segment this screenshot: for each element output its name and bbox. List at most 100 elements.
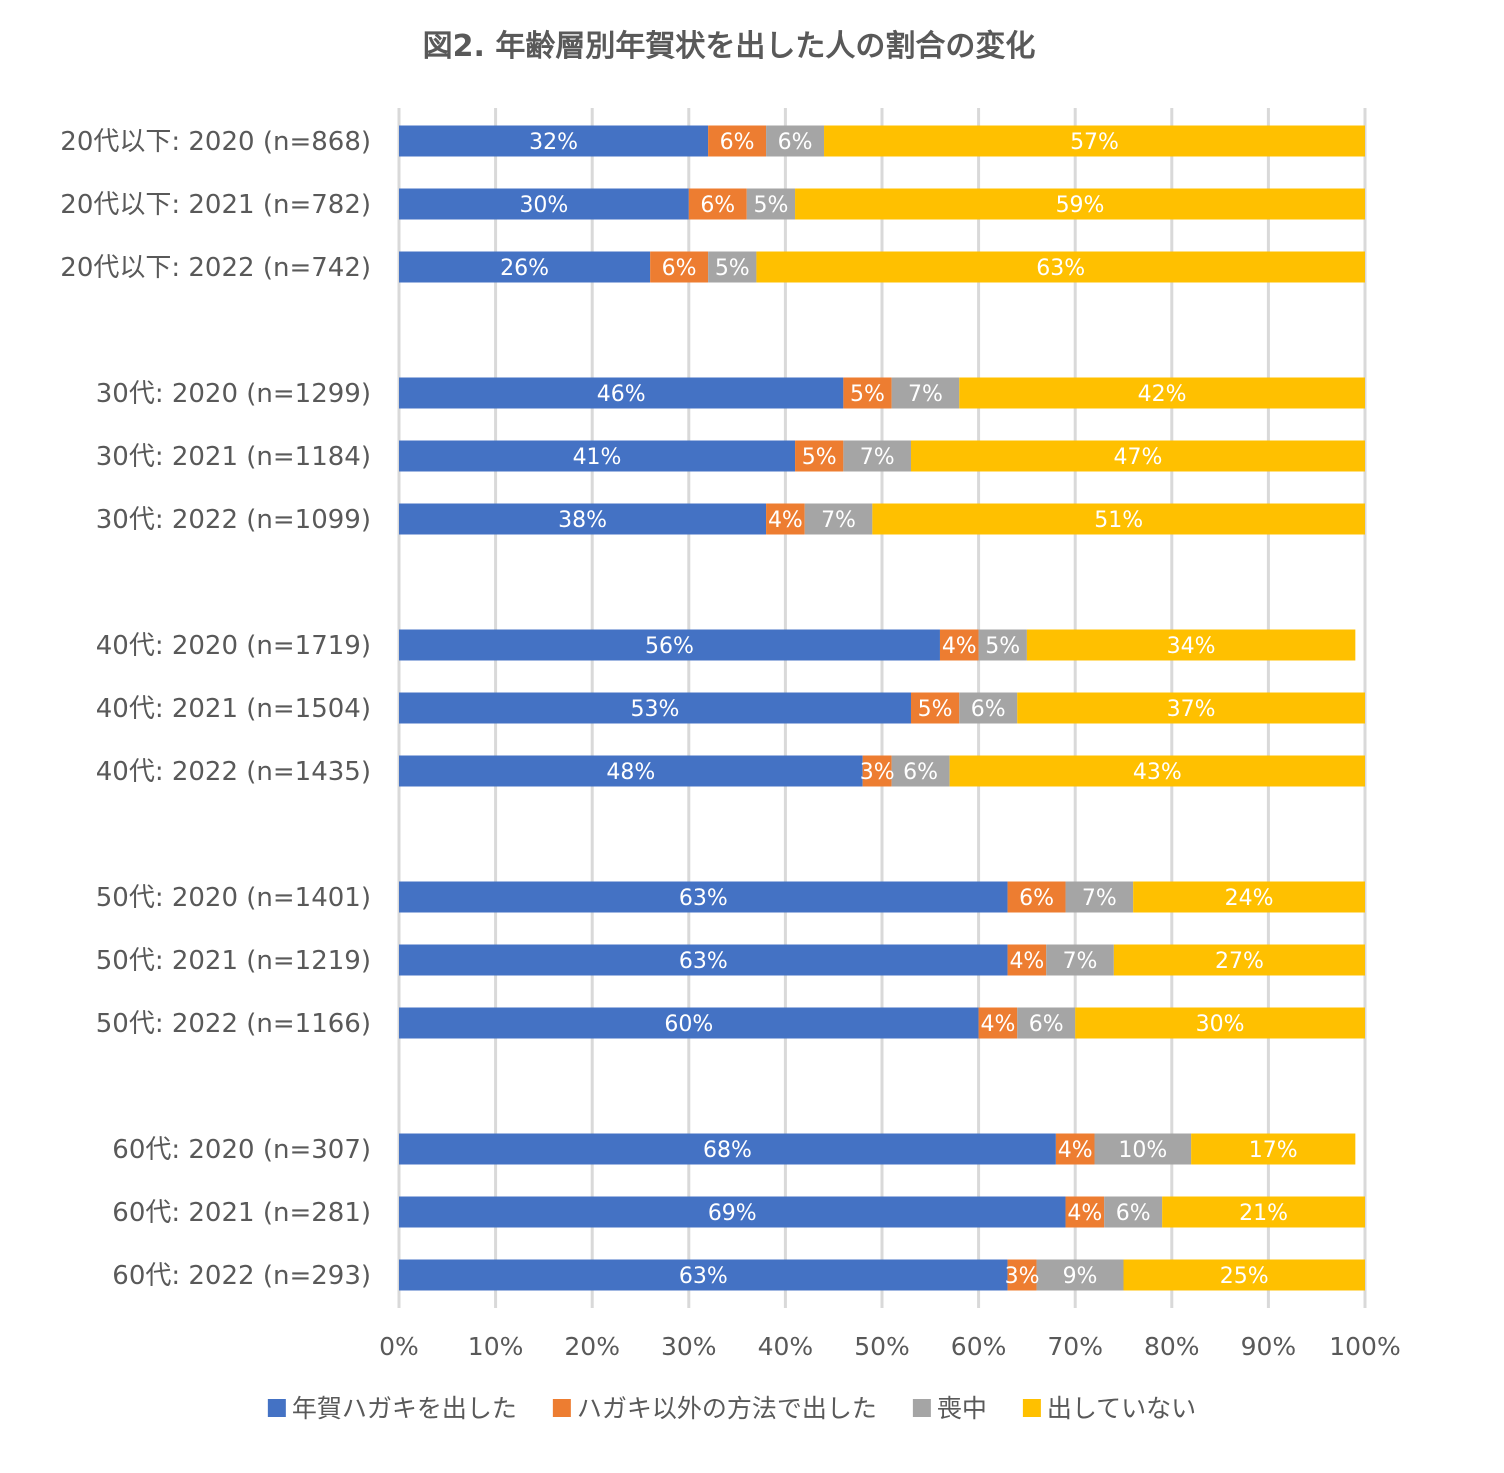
legend-label: 喪中 bbox=[937, 1394, 987, 1423]
bar-segment bbox=[399, 692, 911, 724]
legend-swatch bbox=[1022, 1399, 1041, 1417]
x-tick-label: 70% bbox=[1047, 1332, 1103, 1361]
bar-segment bbox=[650, 251, 709, 283]
x-tick-label: 80% bbox=[1144, 1332, 1200, 1361]
data-label: 4% bbox=[768, 508, 803, 533]
data-label: 10% bbox=[1118, 1138, 1167, 1163]
data-label: 6% bbox=[778, 130, 813, 155]
bar-segment bbox=[399, 188, 689, 220]
bar-segment bbox=[399, 1007, 979, 1039]
bar-segment bbox=[891, 377, 960, 409]
data-label: 4% bbox=[1058, 1138, 1093, 1163]
category-label: 20代以下: 2020 (n=868) bbox=[60, 127, 371, 157]
data-label: 21% bbox=[1239, 1201, 1288, 1226]
bar-segment bbox=[399, 1196, 1066, 1228]
x-tick-label: 100% bbox=[1329, 1332, 1400, 1361]
data-label: 6% bbox=[662, 256, 697, 281]
data-label: 6% bbox=[1116, 1201, 1151, 1226]
bar-segment bbox=[756, 251, 1365, 283]
data-label: 6% bbox=[700, 193, 735, 218]
bar-segment bbox=[795, 188, 1365, 220]
category-label: 40代: 2020 (n=1719) bbox=[96, 631, 371, 661]
bar-segment bbox=[708, 125, 767, 157]
x-tick-label: 10% bbox=[468, 1332, 524, 1361]
data-label: 56% bbox=[645, 634, 694, 659]
data-label: 69% bbox=[708, 1201, 757, 1226]
data-label: 7% bbox=[821, 508, 856, 533]
legend-item: 喪中 bbox=[912, 1394, 987, 1423]
bar-segment bbox=[1162, 1196, 1365, 1228]
data-label: 6% bbox=[971, 697, 1006, 722]
data-label: 6% bbox=[903, 760, 938, 785]
bar-segment bbox=[891, 755, 950, 787]
data-label: 7% bbox=[1063, 949, 1098, 974]
data-label: 4% bbox=[1067, 1201, 1102, 1226]
data-label: 46% bbox=[597, 382, 646, 407]
data-label: 48% bbox=[606, 760, 655, 785]
data-label: 32% bbox=[529, 130, 578, 155]
data-label: 60% bbox=[664, 1012, 713, 1037]
data-label: 51% bbox=[1094, 508, 1143, 533]
data-label: 37% bbox=[1167, 697, 1216, 722]
bar-segment bbox=[1007, 881, 1066, 913]
x-axis-tick-labels: 0% 10% 20% 30% 40% 50% 60% 70% 80% 90% 100% bbox=[379, 1332, 1401, 1361]
data-label: 5% bbox=[850, 382, 885, 407]
data-label: 47% bbox=[1114, 445, 1163, 470]
bar-segment bbox=[978, 1007, 1018, 1039]
bar-segment bbox=[399, 1259, 1008, 1291]
x-tick-label: 30% bbox=[661, 1332, 717, 1361]
category-label: 30代: 2020 (n=1299) bbox=[96, 379, 371, 409]
category-label: 60代: 2021 (n=281) bbox=[112, 1198, 371, 1228]
data-label: 4% bbox=[942, 634, 977, 659]
bar-segment bbox=[959, 692, 1018, 724]
x-tick-label: 90% bbox=[1241, 1332, 1297, 1361]
data-label: 24% bbox=[1225, 886, 1274, 911]
category-label: 60代: 2020 (n=307) bbox=[112, 1135, 371, 1165]
bar-segment bbox=[1017, 692, 1365, 724]
bar-segment bbox=[1094, 1133, 1192, 1165]
bar-segment bbox=[399, 251, 651, 283]
data-label: 30% bbox=[519, 193, 568, 218]
data-label: 26% bbox=[500, 256, 549, 281]
data-label: 25% bbox=[1220, 1264, 1269, 1289]
bar-segment bbox=[399, 629, 940, 661]
bar-segment bbox=[1133, 881, 1365, 913]
bar-segment bbox=[1007, 1259, 1037, 1291]
data-label: 43% bbox=[1133, 760, 1182, 785]
bars: 32% 6% 6% 57% 30% 6% 5% 59% 26% 6% 5% 63% 46% 5% 7% 42%… bbox=[399, 125, 1365, 1291]
data-label: 6% bbox=[1029, 1012, 1064, 1037]
bar-segment bbox=[1123, 1259, 1365, 1291]
bar-segment bbox=[862, 755, 892, 787]
bar-segment bbox=[1113, 944, 1365, 976]
legend-swatch bbox=[552, 1399, 571, 1417]
bar-segment bbox=[399, 125, 709, 157]
bar-segment bbox=[746, 188, 796, 220]
data-label: 5% bbox=[985, 634, 1020, 659]
bar-segment bbox=[688, 188, 747, 220]
x-tick-label: 0% bbox=[379, 1332, 419, 1361]
bar-segment bbox=[1046, 944, 1114, 976]
data-label: 57% bbox=[1070, 130, 1119, 155]
bar-segment bbox=[910, 692, 960, 724]
category-labels: 20代以下: 2020 (n=868) 20代以下: 2021 (n=782) 20… bbox=[60, 127, 371, 1291]
data-label: 63% bbox=[679, 949, 728, 974]
legend-label: 出していない bbox=[1047, 1394, 1196, 1423]
data-label: 7% bbox=[860, 445, 895, 470]
bar-segment bbox=[978, 629, 1027, 661]
bar-segment bbox=[910, 440, 1365, 472]
data-label: 42% bbox=[1138, 382, 1187, 407]
bar-segment bbox=[949, 755, 1365, 787]
data-label: 63% bbox=[679, 886, 728, 911]
bar-segment bbox=[399, 377, 844, 409]
bar-segment bbox=[1191, 1133, 1356, 1165]
bar-segment bbox=[1007, 944, 1047, 976]
data-label: 9% bbox=[1063, 1264, 1098, 1289]
bar-segment bbox=[766, 503, 805, 535]
data-label: 5% bbox=[802, 445, 837, 470]
x-tick-label: 60% bbox=[951, 1332, 1007, 1361]
category-label: 50代: 2022 (n=1166) bbox=[96, 1009, 371, 1039]
bar-segment bbox=[843, 440, 911, 472]
category-label: 50代: 2021 (n=1219) bbox=[96, 946, 371, 976]
bar-segment bbox=[1075, 1007, 1365, 1039]
data-label: 7% bbox=[1082, 886, 1117, 911]
